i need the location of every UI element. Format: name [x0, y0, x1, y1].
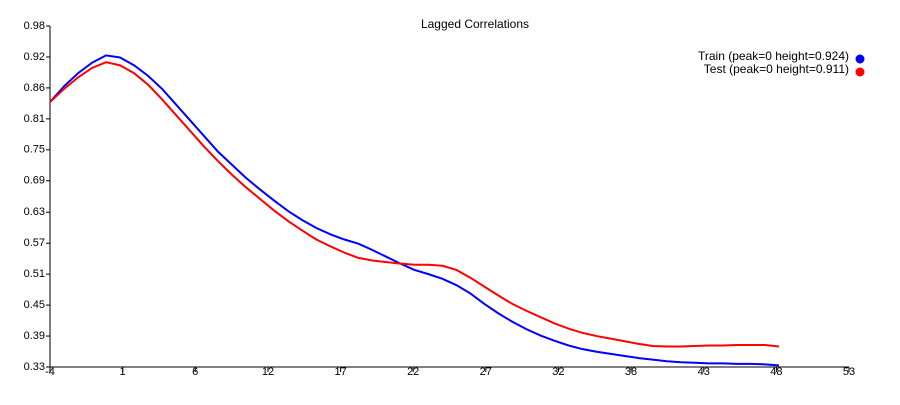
- y-tick-label: 0.69: [24, 175, 45, 187]
- x-tick-label: 6: [192, 366, 198, 378]
- y-tick-label: 0.33: [24, 361, 45, 373]
- y-tick-label: 0.75: [24, 144, 45, 156]
- y-tick-label: 0.45: [24, 299, 45, 311]
- x-tick-label: 22: [407, 366, 419, 378]
- x-tick-label: 32: [552, 366, 564, 378]
- x-tick-label: 38: [625, 366, 637, 378]
- y-tick-label: 0.51: [24, 268, 45, 280]
- y-tick-label: 0.57: [24, 237, 45, 249]
- x-tick-label: 1: [120, 366, 126, 378]
- y-tick-label: 0.63: [24, 206, 45, 218]
- y-tick-label: 0.81: [24, 113, 45, 125]
- legend-label: Train (peak=0 height=0.924): [698, 49, 849, 63]
- y-tick-label: 0.92: [24, 51, 45, 63]
- x-tick-label: 27: [480, 366, 492, 378]
- x-tick-label: 17: [334, 366, 346, 378]
- chart-title: Lagged Correlations: [421, 17, 529, 31]
- y-tick-label: 0.98: [24, 20, 45, 32]
- x-tick-label: 12: [262, 366, 274, 378]
- legend-marker: [855, 54, 865, 64]
- x-tick-label: 53: [843, 366, 855, 378]
- legend-label: Test (peak=0 height=0.911): [704, 62, 849, 76]
- line-series: [49, 54, 779, 367]
- legend-marker: [855, 67, 865, 77]
- x-tick-label: 48: [770, 366, 782, 378]
- y-tick-label: 0.39: [24, 330, 45, 342]
- y-tick-label: 0.86: [24, 82, 45, 94]
- x-tick-label: -4: [45, 366, 55, 378]
- line-series: [49, 61, 780, 348]
- x-tick-label: 43: [698, 366, 710, 378]
